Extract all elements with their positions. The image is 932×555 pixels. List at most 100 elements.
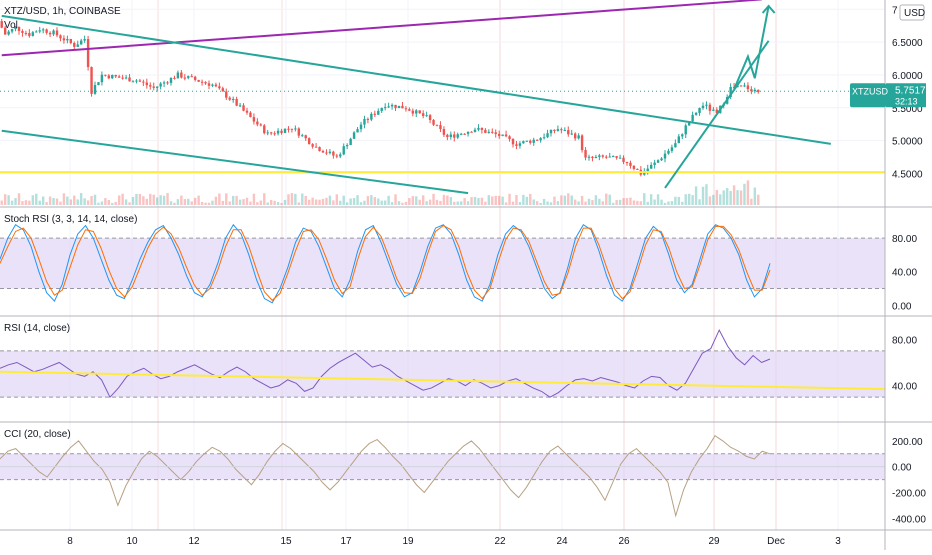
volume-bar (349, 198, 352, 205)
candle-body (114, 74, 117, 77)
candle-body (162, 82, 166, 84)
volume-bar (218, 193, 221, 205)
price-badge-symbol: XTZUSD (852, 86, 889, 96)
candle-body (753, 89, 757, 92)
x-tick-label: 8 (67, 536, 73, 547)
candle-body (598, 155, 601, 157)
x-tick-label: 26 (618, 536, 630, 547)
volume-bar (622, 198, 625, 205)
volume-bar (97, 202, 100, 205)
volume-bar (159, 195, 162, 205)
candle-body (266, 132, 269, 134)
candle-body (605, 156, 608, 158)
candle-body (442, 129, 446, 135)
volume-bar (577, 201, 580, 205)
volume-bar (387, 195, 390, 205)
volume-bar (432, 193, 435, 205)
volume-bar (421, 195, 425, 205)
candle-body (453, 134, 456, 138)
candle-body (708, 104, 712, 111)
candle-body (52, 30, 55, 35)
candle-body (466, 131, 470, 134)
candle-body (301, 135, 304, 137)
candle-body (701, 105, 705, 109)
candle-body (670, 147, 674, 151)
volume-bar (187, 198, 190, 205)
volume-bar (646, 201, 649, 205)
candle-body (304, 135, 307, 139)
candle-body (383, 107, 387, 109)
candle-body (335, 155, 339, 157)
volume-bar (435, 199, 439, 205)
time-axis[interactable]: 8 10 12 15 17 19 22 24 26 29 Dec 3 (67, 536, 841, 547)
candle-body (373, 113, 377, 115)
candle-body (117, 76, 121, 78)
volume-bar (442, 194, 446, 205)
candle-body (549, 129, 553, 134)
candle-body (535, 139, 539, 141)
volume-bar (335, 194, 339, 205)
volume-bar (397, 201, 401, 205)
volume-bar (674, 196, 677, 205)
volume-bar (304, 195, 307, 205)
candle-body (501, 134, 504, 136)
candle-body (252, 117, 256, 122)
price-pane[interactable] (0, 0, 885, 205)
candle-body (622, 157, 625, 162)
volume-bar (325, 197, 328, 205)
volume-bar (297, 202, 301, 205)
volume-bar (311, 197, 314, 205)
price-badge-countdown: 32:13 (895, 96, 918, 106)
volume-bar (643, 193, 646, 205)
volume-bar (31, 195, 35, 205)
volume-bar (632, 200, 636, 205)
volume-bar (339, 200, 342, 205)
volume-bar (155, 197, 159, 205)
candle-body (729, 86, 732, 98)
volume-bar (587, 198, 591, 205)
volume-bar (14, 198, 17, 205)
candle-body (273, 133, 276, 135)
volume-bar (656, 194, 660, 205)
x-tick-label: 17 (340, 536, 352, 547)
candle-body (128, 77, 131, 82)
volume-bar (549, 202, 553, 205)
price-badge-bg (850, 83, 886, 108)
currency-button[interactable] (899, 4, 925, 21)
trend-line[interactable] (1, 14, 831, 145)
volume-bar (636, 200, 639, 205)
trend-line[interactable] (1, 129, 469, 195)
candle-body (522, 141, 525, 144)
trend-line[interactable] (1, 0, 762, 57)
volume-bar (104, 198, 107, 205)
volume-bar (314, 199, 318, 205)
candle-body (463, 133, 466, 135)
volume-bar (415, 196, 418, 205)
candle-body (591, 156, 594, 158)
volume-bar (446, 195, 449, 205)
candle-body (750, 89, 753, 92)
price-axis[interactable]: 7 6.5000 6.0000 5.5000 5.0000 4.5000 80.00 40.0… (892, 5, 926, 525)
candle-body (646, 168, 649, 172)
stoch-rsi-pane[interactable] (0, 223, 885, 304)
rsi-pane[interactable] (0, 328, 886, 399)
volume-bar (363, 200, 366, 205)
volume-bar (757, 194, 760, 205)
series--d (0, 224, 771, 301)
projection-path[interactable] (733, 5, 770, 90)
volume-bar (570, 195, 573, 205)
candle-body (190, 76, 193, 78)
candle-body (446, 134, 449, 138)
candle-body (580, 135, 584, 151)
candle-body (377, 110, 380, 115)
volume-bar (283, 199, 287, 205)
candle-body (694, 112, 698, 115)
candle-body (176, 72, 180, 79)
candle-body (529, 140, 532, 143)
cci-pane[interactable] (0, 435, 885, 518)
volume-bar (663, 202, 667, 205)
volume-bar (242, 199, 245, 205)
volume-bar (114, 201, 117, 205)
